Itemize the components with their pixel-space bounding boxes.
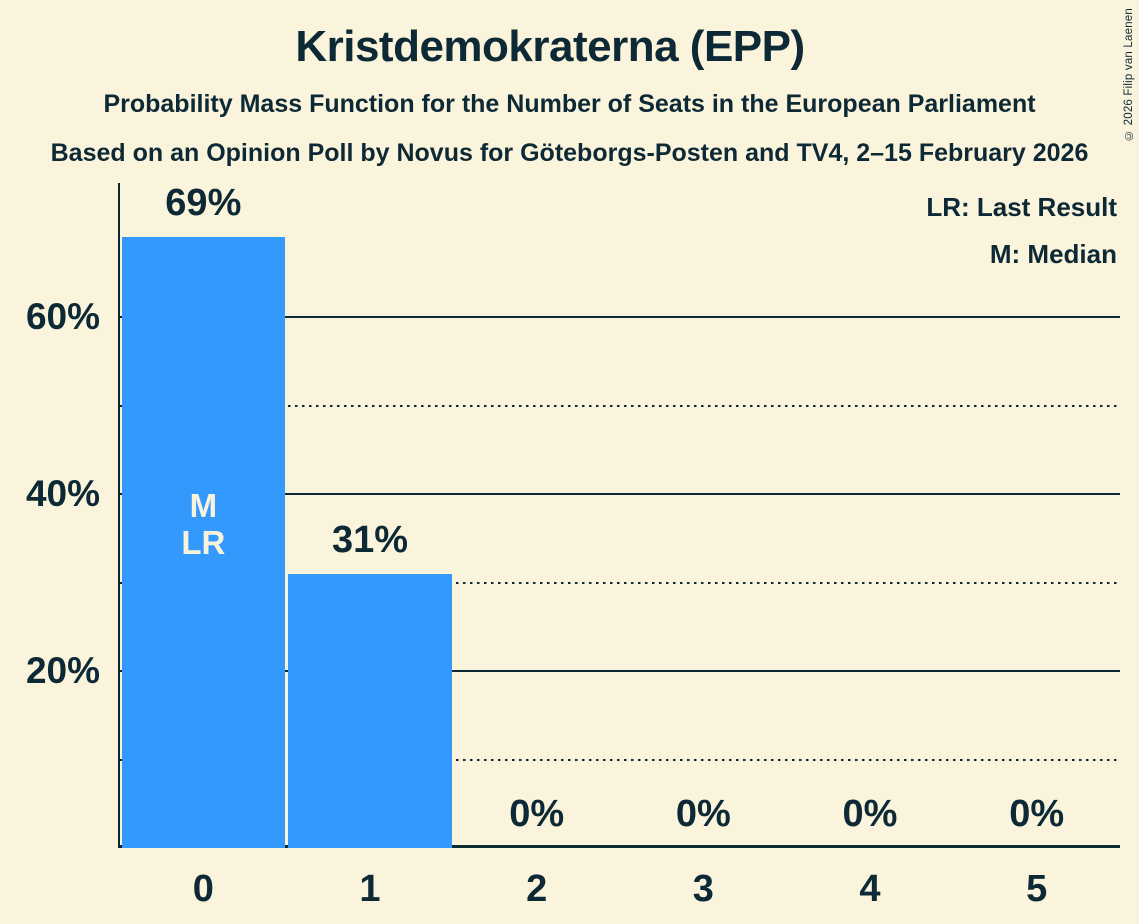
bar-value-label: 0% <box>842 793 898 835</box>
bar-annotation-line: LR <box>181 523 226 561</box>
bar-value-label: 69% <box>165 182 242 225</box>
gridline-minor <box>120 758 1120 761</box>
x-axis-tick-label: 3 <box>692 868 714 910</box>
bar-value-label: 0% <box>509 793 565 835</box>
y-axis-tick-label: 20% <box>25 650 100 691</box>
x-axis-tick-label: 0 <box>192 868 214 910</box>
x-axis-tick-label: 5 <box>1026 868 1048 910</box>
bar-annotation-line: M <box>189 486 218 524</box>
bar-seats-0 <box>121 237 286 848</box>
bar-seats-1 <box>288 573 452 848</box>
x-axis-labels: 0 1 2 3 4 5 <box>120 866 1120 912</box>
gridline-major <box>120 493 1120 495</box>
plot-area: 69% 31% 0% 0% 0% 0% M LR <box>120 182 1120 848</box>
x-axis-tick-label: 1 <box>359 868 381 910</box>
copyright-notice: © 2026 Filip van Laenen <box>1123 8 1135 141</box>
chart-subtitle-line2: Based on an Opinion Poll by Novus for Gö… <box>50 139 1089 167</box>
chart-legend: LR: Last Result M: Median <box>926 184 1117 278</box>
bar-value-label: 31% <box>331 518 409 561</box>
bar-annotation-median-lastresult: M LR <box>120 487 287 561</box>
gridline-major <box>120 316 1120 318</box>
legend-median: M: Median <box>989 239 1117 269</box>
x-axis-tick-label: 2 <box>526 868 548 910</box>
chart-subtitle-line1: Probability Mass Function for the Number… <box>103 90 1036 118</box>
y-axis-tick-label: 60% <box>25 296 100 337</box>
gridline-minor <box>120 404 1120 407</box>
gridline-major <box>120 670 1120 672</box>
x-axis-tick-label: 4 <box>859 868 881 910</box>
legend-last-result: LR: Last Result <box>926 192 1117 222</box>
chart-title: Kristdemokraterna (EPP) <box>295 22 805 71</box>
bar-value-label: 0% <box>675 793 731 835</box>
gridline-minor <box>120 581 1120 584</box>
y-axis-line <box>118 183 120 848</box>
y-axis-labels: 20% 40% 60% <box>0 183 100 848</box>
y-axis-tick-label: 40% <box>25 473 100 514</box>
bar-value-label: 0% <box>1009 793 1065 835</box>
x-axis-line <box>118 845 1120 848</box>
